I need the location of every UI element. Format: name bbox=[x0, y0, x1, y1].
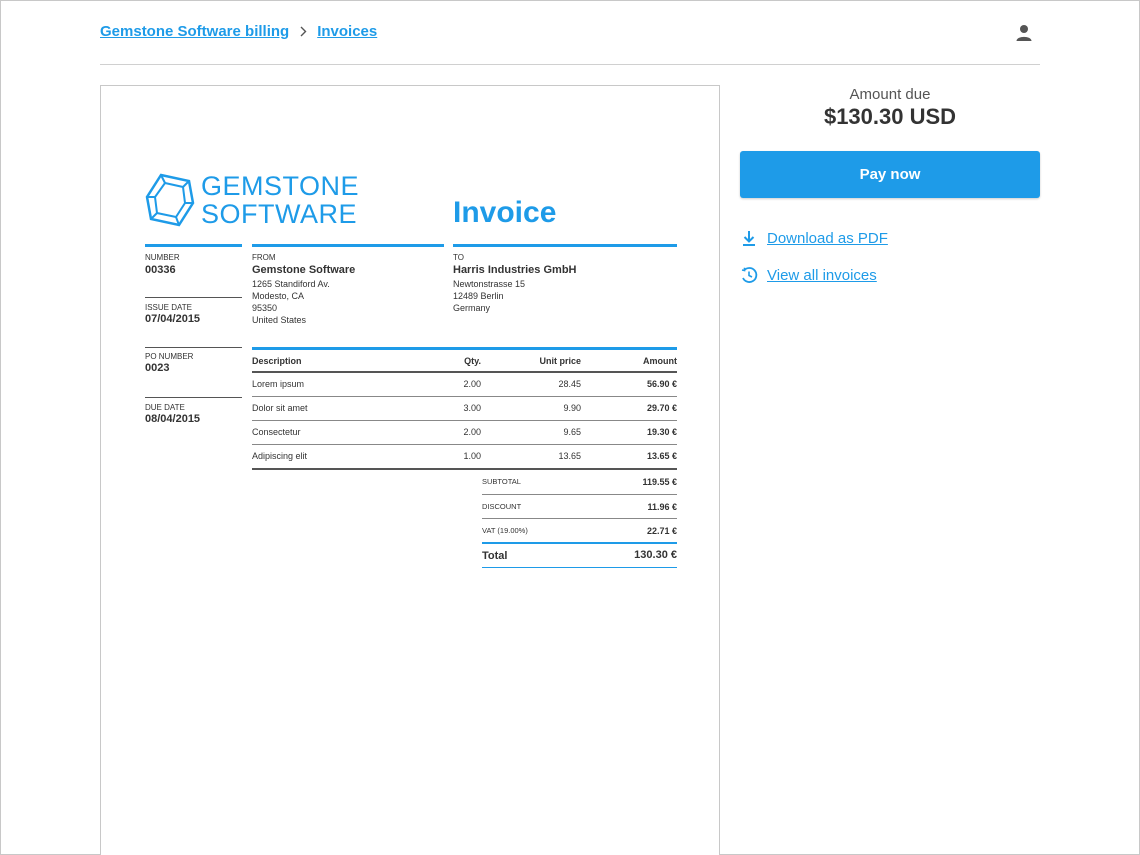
rule bbox=[145, 244, 242, 247]
subtotal-label: SUBTOTAL bbox=[482, 477, 521, 486]
item-unit-price: 13.65 bbox=[558, 451, 581, 461]
column-header: Description bbox=[252, 356, 302, 366]
total-label: Total bbox=[482, 550, 508, 562]
to-label: TO bbox=[453, 253, 464, 262]
item-qty: 2.00 bbox=[463, 427, 481, 437]
gem-logo-icon bbox=[145, 173, 195, 227]
logo-line-2: SOFTWARE bbox=[201, 199, 357, 229]
to-address: Newtonstrasse 15 12489 Berlin Germany bbox=[453, 278, 525, 314]
logo-text: GEMSTONE SOFTWARE bbox=[201, 172, 359, 228]
from-label: FROM bbox=[252, 253, 276, 262]
rule bbox=[482, 542, 677, 544]
discount-label: DISCOUNT bbox=[482, 502, 522, 511]
rule bbox=[145, 297, 242, 298]
logo-line-1: GEMSTONE bbox=[201, 171, 360, 201]
address-line: 1265 Standiford Av. bbox=[252, 279, 330, 289]
due-date-label: DUE DATE bbox=[145, 403, 185, 412]
rule bbox=[145, 347, 242, 348]
rule bbox=[145, 397, 242, 398]
number-label: NUMBER bbox=[145, 253, 180, 262]
rule bbox=[252, 244, 444, 247]
invoice-preview: GEMSTONE SOFTWARE Invoice NUMBER 00336 I… bbox=[100, 85, 720, 855]
rule bbox=[482, 494, 677, 495]
rule bbox=[252, 396, 677, 397]
header-divider bbox=[100, 64, 1040, 65]
rule bbox=[252, 444, 677, 445]
issue-date-label: ISSUE DATE bbox=[145, 303, 192, 312]
amount-due-value: $130.30 USD bbox=[823, 104, 957, 129]
from-address: 1265 Standiford Av. Modesto, CA 95350 Un… bbox=[252, 278, 330, 326]
item-unit-price: 9.65 bbox=[563, 427, 581, 437]
invoice-title: Invoice bbox=[453, 196, 557, 229]
vat-value: 22.71 € bbox=[646, 526, 677, 536]
rule bbox=[482, 518, 677, 519]
rule bbox=[252, 347, 677, 350]
item-description: Dolor sit amet bbox=[252, 403, 308, 413]
item-description: Adipiscing elit bbox=[252, 451, 308, 461]
item-amount: 13.65 € bbox=[646, 451, 677, 461]
chevron-right-icon bbox=[289, 26, 317, 37]
history-icon bbox=[741, 267, 758, 283]
item-amount: 19.30 € bbox=[646, 427, 677, 437]
download-pdf-label[interactable]: Download as PDF bbox=[767, 229, 888, 247]
item-description: Consectetur bbox=[252, 427, 301, 437]
company-logo: GEMSTONE SOFTWARE bbox=[145, 172, 359, 228]
column-header: Qty. bbox=[464, 356, 481, 366]
item-unit-price: 9.90 bbox=[563, 403, 581, 413]
amount-due-label: Amount due bbox=[849, 86, 931, 103]
column-header: Unit price bbox=[539, 356, 581, 366]
due-date: 08/04/2015 bbox=[145, 413, 201, 425]
po-number: 0023 bbox=[145, 362, 170, 374]
item-amount: 56.90 € bbox=[646, 379, 677, 389]
address-line: Modesto, CA bbox=[252, 291, 305, 301]
rule bbox=[252, 420, 677, 421]
item-qty: 1.00 bbox=[463, 451, 481, 461]
view-all-invoices-label[interactable]: View all invoices bbox=[767, 266, 877, 284]
item-description: Lorem ipsum bbox=[252, 379, 305, 389]
from-name: Gemstone Software bbox=[252, 264, 356, 276]
rule bbox=[252, 468, 677, 470]
rule bbox=[482, 567, 677, 568]
breadcrumb: Gemstone Software billing Invoices bbox=[100, 23, 377, 40]
address-line: Newtonstrasse 15 bbox=[453, 279, 526, 289]
item-qty: 3.00 bbox=[463, 403, 481, 413]
rule bbox=[453, 244, 677, 247]
address-line: United States bbox=[252, 315, 307, 325]
total-value: 130.30 € bbox=[634, 549, 677, 561]
invoice-number: 00336 bbox=[145, 264, 176, 276]
po-number-label: PO NUMBER bbox=[145, 352, 194, 361]
subtotal-value: 119.55 € bbox=[642, 477, 677, 487]
column-header: Amount bbox=[643, 356, 677, 366]
item-qty: 2.00 bbox=[463, 379, 481, 389]
address-line: Germany bbox=[453, 303, 491, 313]
to-name: Harris Industries GmbH bbox=[453, 264, 577, 276]
pay-now-button[interactable]: Pay now bbox=[740, 151, 1040, 198]
breadcrumb-billing-link[interactable]: Gemstone Software billing bbox=[100, 23, 290, 40]
view-all-invoices-link[interactable]: View all invoices bbox=[740, 266, 877, 284]
user-icon[interactable] bbox=[1015, 24, 1033, 42]
item-amount: 29.70 € bbox=[646, 403, 677, 413]
address-line: 12489 Berlin bbox=[453, 291, 504, 301]
download-pdf-link[interactable]: Download as PDF bbox=[740, 229, 888, 247]
issue-date: 07/04/2015 bbox=[145, 313, 201, 325]
item-unit-price: 28.45 bbox=[558, 379, 581, 389]
address-line: 95350 bbox=[252, 303, 278, 313]
vat-label: VAT (19.00%) bbox=[482, 526, 528, 535]
rule bbox=[252, 371, 677, 373]
breadcrumb-invoices-link[interactable]: Invoices bbox=[317, 23, 378, 40]
download-icon bbox=[743, 231, 755, 246]
discount-value: 11.96 € bbox=[647, 502, 677, 512]
